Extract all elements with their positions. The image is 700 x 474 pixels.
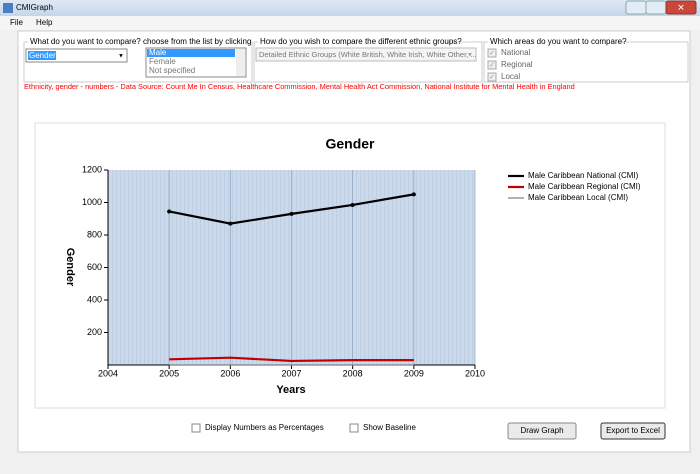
- export-button[interactable]: [600, 422, 666, 440]
- x-axis-label: Years: [276, 384, 305, 396]
- label-bg: [258, 38, 448, 46]
- option-label[interactable]: Local: [501, 72, 520, 81]
- y-tick-label: 800: [87, 229, 102, 239]
- source-note: Ethnicity, gender - numbers - Data Sourc…: [24, 82, 575, 91]
- option-label[interactable]: Display Numbers as Percentages: [205, 423, 324, 432]
- menu-bar: [0, 16, 700, 30]
- button-label[interactable]: Export to Excel: [606, 426, 660, 435]
- group-label: What do you want to compare? choose from…: [30, 37, 251, 46]
- point: [167, 209, 172, 214]
- combo-arrow: ▼: [467, 53, 473, 59]
- checkmark: ✓: [489, 50, 495, 57]
- group-label: How do you wish to compare the different…: [260, 37, 462, 46]
- y-tick-label: 1000: [82, 197, 102, 207]
- x-tick-label: 2005: [159, 368, 179, 378]
- close-icon: ✕: [677, 2, 685, 12]
- checkmark: ✓: [489, 74, 495, 81]
- list-item[interactable]: Not specified: [149, 66, 195, 75]
- scrollbar[interactable]: [236, 49, 245, 76]
- option-label[interactable]: National: [501, 48, 531, 57]
- x-tick-label: 2004: [98, 368, 118, 378]
- maximize-button[interactable]: [645, 0, 667, 15]
- app-icon: [3, 3, 13, 13]
- point: [411, 192, 416, 197]
- point: [350, 202, 355, 207]
- checkbox[interactable]: [191, 423, 201, 433]
- checkbox[interactable]: [487, 60, 497, 70]
- list-item[interactable]: Male: [149, 48, 167, 57]
- title-bar: [0, 0, 700, 16]
- group-label: Which areas do you want to compare?: [490, 37, 627, 46]
- legend-label: Male Caribbean National (CMI): [528, 171, 639, 180]
- minimize-button[interactable]: [625, 0, 647, 15]
- y-tick-label: 200: [87, 327, 102, 337]
- x-tick-label: 2006: [220, 368, 240, 378]
- y-tick-label: 600: [87, 262, 102, 272]
- x-tick-label: 2010: [465, 368, 485, 378]
- draw-graph-button[interactable]: [507, 422, 577, 440]
- combo-arrow: ▼: [118, 54, 124, 60]
- x-tick-label: 2008: [343, 368, 363, 378]
- chart-title: Gender: [325, 136, 375, 152]
- list-item[interactable]: Female: [149, 57, 176, 66]
- checkbox[interactable]: [349, 423, 359, 433]
- y-tick-label: 1200: [82, 164, 102, 174]
- combo-value: Gender: [29, 51, 56, 60]
- option-label[interactable]: Show Baseline: [363, 423, 416, 432]
- label-bg: [28, 38, 250, 46]
- checkbox[interactable]: [487, 72, 497, 82]
- checkmark: ✓: [489, 62, 495, 69]
- series-line: [169, 356, 414, 363]
- close-button[interactable]: [665, 0, 697, 15]
- legend-label: Male Caribbean Regional (CMI): [528, 182, 641, 191]
- x-tick-label: 2007: [281, 368, 301, 378]
- x-tick-label: 2009: [404, 368, 424, 378]
- y-axis-label: Gender: [64, 248, 76, 287]
- checkbox[interactable]: [487, 48, 497, 58]
- point: [289, 211, 294, 216]
- window-title: CMIGraph: [16, 3, 53, 12]
- button-label[interactable]: Draw Graph: [520, 426, 563, 435]
- combo-value: Detailed Ethnic Groups (White British, W…: [259, 50, 477, 59]
- selection: [28, 51, 56, 60]
- point: [228, 221, 233, 226]
- label-bg: [488, 38, 618, 46]
- menu-help[interactable]: Help: [36, 18, 53, 27]
- y-tick-label: 400: [87, 294, 102, 304]
- menu-file[interactable]: File: [10, 18, 23, 27]
- list-selection: [147, 49, 235, 57]
- combo-box[interactable]: [255, 47, 477, 62]
- legend-label: Male Caribbean Local (CMI): [528, 193, 628, 202]
- option-label[interactable]: Regional: [501, 60, 533, 69]
